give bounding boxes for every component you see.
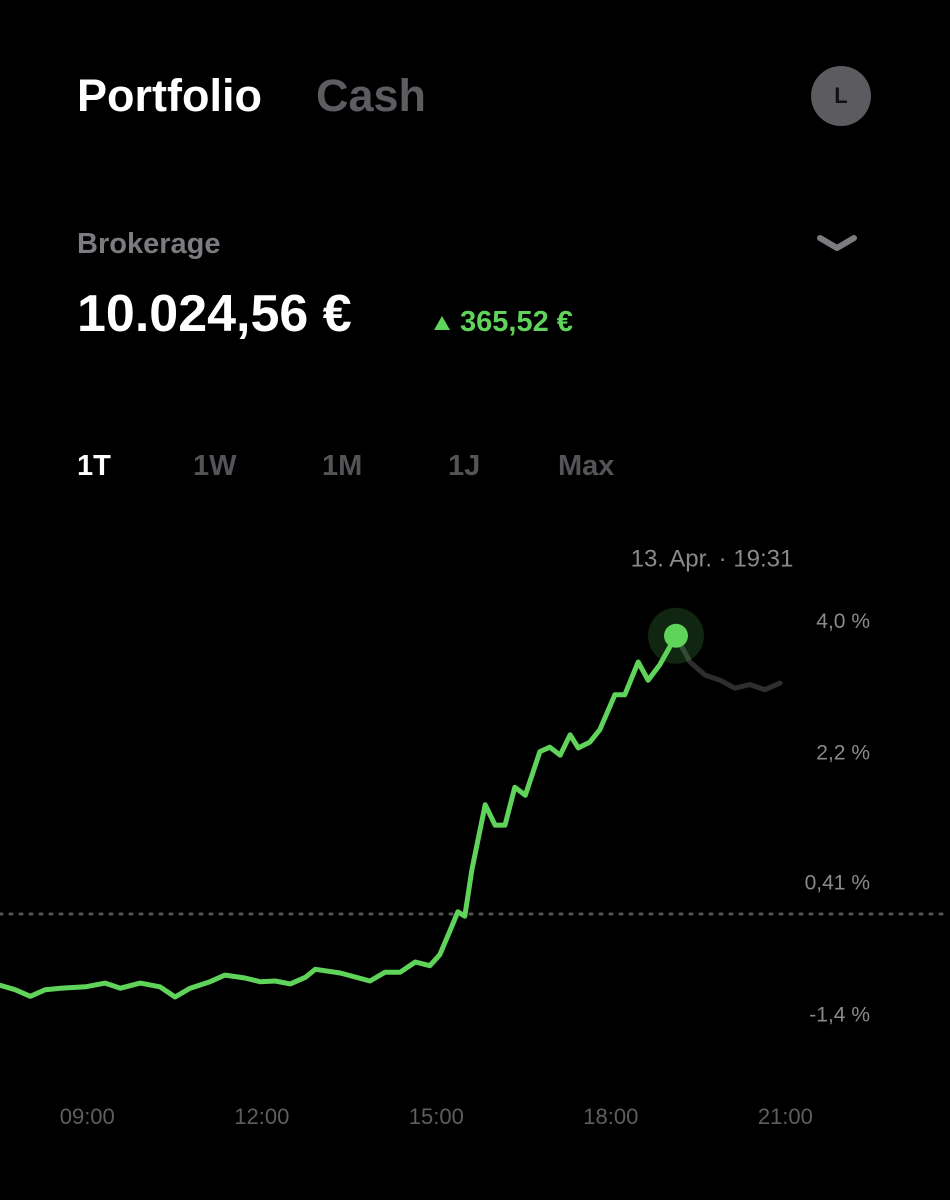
range-tab[interactable]: Max xyxy=(558,450,615,482)
y-tick-label: 0,41 % xyxy=(805,872,870,895)
x-tick-label: 21:00 xyxy=(758,1104,813,1129)
range-tab[interactable]: 1J xyxy=(448,450,481,482)
price-line xyxy=(0,633,783,1000)
range-tab[interactable]: 1T xyxy=(77,450,111,482)
y-tick-label: -1,4 % xyxy=(809,1003,870,1026)
account-value: 10.024,56 € xyxy=(77,285,352,343)
tooltip-label: 13. Apr. · 19:31 xyxy=(631,545,794,572)
avatar[interactable]: L xyxy=(811,66,871,126)
selected-point xyxy=(663,623,688,648)
x-tick-label: 09:00 xyxy=(60,1104,115,1129)
up-arrow xyxy=(434,316,450,330)
up-triangle xyxy=(434,316,450,330)
x-tick-label: 18:00 xyxy=(583,1104,638,1129)
x-tick-label: 12:00 xyxy=(234,1104,289,1129)
account-change: 365,52 € xyxy=(460,306,573,338)
portfolio-tab[interactable]: Portfolio xyxy=(77,70,262,121)
range-tab[interactable]: 1M xyxy=(322,450,363,482)
chevron-icon xyxy=(817,235,857,251)
x-tick-label: 15:00 xyxy=(409,1104,464,1129)
chart: -1,4 % 0,41 % 2,2 % 4,0 % 09:00 12:00 15:00 18:… xyxy=(0,545,950,1129)
y-tick-label: 4,0 % xyxy=(816,610,870,633)
chevron[interactable] xyxy=(816,234,858,252)
cash-tab[interactable]: Cash xyxy=(316,70,427,121)
range-tab[interactable]: 1W xyxy=(193,450,237,482)
y-tick-label: 2,2 % xyxy=(816,741,870,764)
account-name: Brokerage xyxy=(77,228,221,260)
